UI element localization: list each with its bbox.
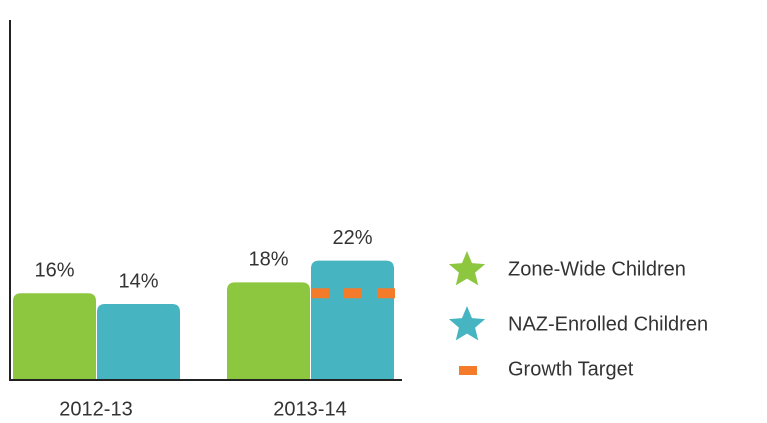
legend-dash xyxy=(459,366,477,375)
legend-label: Zone-Wide Children xyxy=(508,258,686,280)
value-label: 14% xyxy=(118,270,158,292)
value-label: 22% xyxy=(332,227,372,249)
legend-star xyxy=(448,251,486,286)
legend-star xyxy=(448,306,486,341)
x-tick-label: 2013-14 xyxy=(273,398,346,420)
value-label: 16% xyxy=(34,259,74,281)
x-tick-label: 2012-13 xyxy=(59,398,132,420)
bar xyxy=(311,260,394,380)
bar xyxy=(227,282,310,380)
legend-label: NAZ-Enrolled Children xyxy=(508,313,708,335)
bar xyxy=(13,293,96,380)
bar xyxy=(97,304,180,380)
legend-label: Growth Target xyxy=(508,358,634,380)
value-label: 18% xyxy=(248,249,288,271)
